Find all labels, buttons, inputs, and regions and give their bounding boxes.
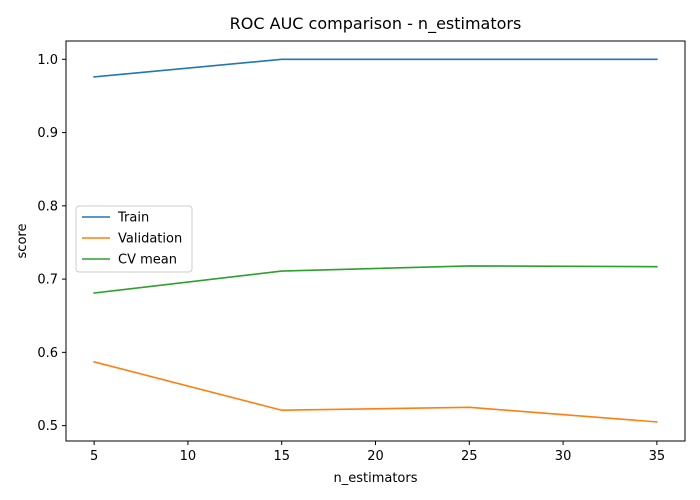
series-line-validation bbox=[93, 360, 658, 423]
y-tick-label: 0.8 bbox=[37, 199, 58, 214]
x-tick-label: 5 bbox=[90, 449, 98, 464]
x-axis-label: n_estimators bbox=[333, 471, 417, 486]
x-tick-label: 20 bbox=[367, 449, 384, 464]
x-axis: 5 10 15 20 25 30 35 bbox=[90, 441, 665, 464]
series-lines bbox=[93, 58, 658, 423]
y-tick-label: 0.7 bbox=[37, 273, 58, 288]
series-line-cv-mean bbox=[93, 265, 658, 294]
chart-title: ROC AUC comparison - n_estimators bbox=[230, 14, 522, 34]
y-axis-label: score bbox=[15, 224, 30, 259]
x-tick-label: 15 bbox=[273, 449, 290, 464]
legend-label: Validation bbox=[118, 232, 182, 247]
legend: Train Validation CV mean bbox=[75, 205, 193, 273]
y-tick-label: 1.0 bbox=[37, 53, 58, 68]
legend-label: CV mean bbox=[118, 253, 177, 268]
x-tick-label: 35 bbox=[649, 449, 666, 464]
legend-box bbox=[75, 205, 193, 273]
y-tick-label: 0.9 bbox=[37, 126, 58, 141]
legend-label: Train bbox=[117, 211, 149, 226]
x-tick-label: 30 bbox=[555, 449, 572, 464]
y-tick-label: 0.6 bbox=[37, 346, 58, 361]
y-tick-label: 0.5 bbox=[37, 419, 58, 434]
y-axis: 0.5 0.6 0.7 0.8 0.9 1.0 bbox=[37, 53, 66, 434]
x-tick-label: 25 bbox=[461, 449, 478, 464]
series-line-train bbox=[93, 58, 658, 78]
x-tick-label: 10 bbox=[180, 449, 197, 464]
